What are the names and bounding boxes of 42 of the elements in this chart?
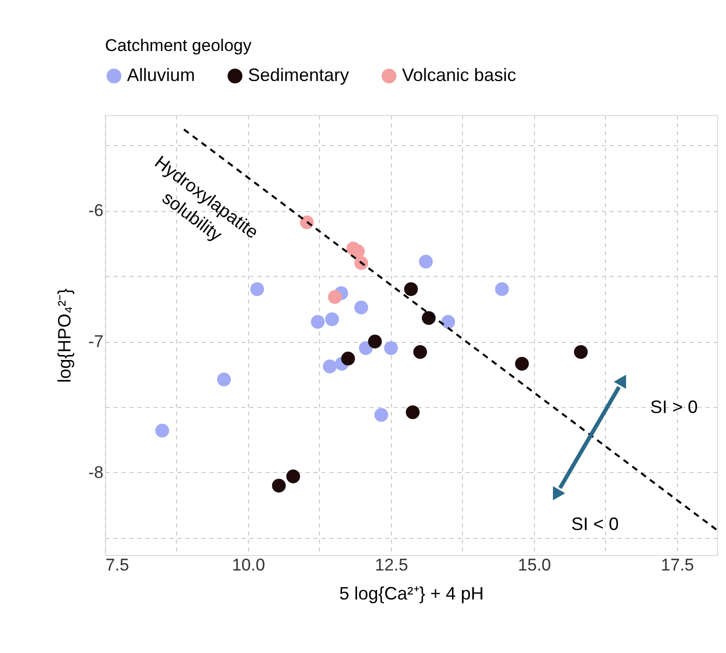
point [418,254,433,269]
point [286,470,300,484]
point [358,341,373,355]
legend-label: Sedimentary [248,65,350,85]
point [272,478,286,492]
x-tick-label: 12.5 [374,556,408,574]
y-tick-label: -6 [88,201,104,220]
x-tick-label: 17.5 [660,556,694,574]
y-axis-title: log{HPO₄²⁻} [54,288,74,383]
point [328,290,342,304]
point [155,424,170,438]
y-tick-label: -8 [88,463,104,482]
point [322,360,337,374]
point [325,312,339,326]
point [495,282,509,296]
legend-label: Alluvium [127,65,196,85]
point [374,408,388,422]
x-tick-label: 7.5 [106,556,130,574]
point [422,311,436,325]
x-tick-label: 10.0 [232,556,266,574]
point [250,282,264,296]
point [354,256,368,270]
point [341,352,355,366]
point [368,334,382,348]
point [217,372,231,386]
legend-label: Volcanic basic [402,65,516,85]
point [515,356,529,371]
y-tick-label: -7 [88,332,104,352]
point [404,282,418,296]
annotation: SI < 0 [571,514,619,534]
point [300,216,314,230]
point [310,315,325,329]
point [574,345,588,359]
point [354,300,368,314]
annotation: SI > 0 [650,397,698,417]
legend-title: Catchment geology [105,36,252,55]
point [384,341,398,355]
x-tick-label: 15.0 [518,556,552,574]
point [413,345,428,359]
point [441,315,456,329]
x-axis-title: 5 log{Ca²⁺} + 4 pH [339,584,484,604]
point [406,405,420,420]
